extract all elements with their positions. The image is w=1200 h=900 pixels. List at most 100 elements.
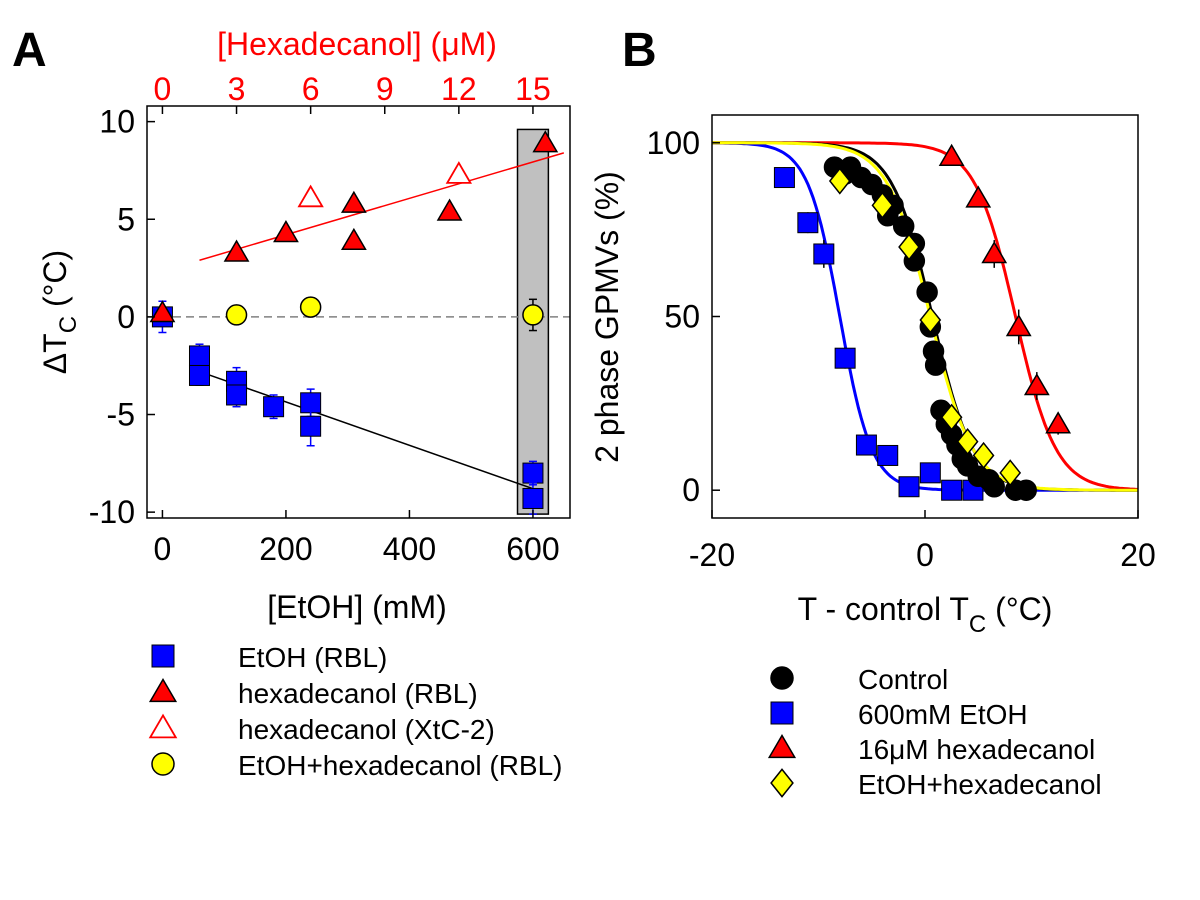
- data-point-s0-8: [892, 215, 915, 237]
- data-point-s0-1: [188, 345, 210, 367]
- data-point-s0-23: [983, 475, 1005, 498]
- data-point-s3-0: [225, 304, 248, 326]
- data-point-s3-1: [871, 191, 894, 219]
- fit-line-1: [199, 152, 565, 261]
- legend-label-b-1: 600mM EtOH: [858, 699, 1028, 730]
- data-point-s0-4: [226, 384, 248, 406]
- legend-label-a-0: EtOH (RBL): [238, 642, 387, 673]
- plot-frame: [146, 105, 571, 519]
- data-point-s1-4: [340, 227, 367, 251]
- y-tick-label: 0: [682, 472, 700, 508]
- data-point-s3-4: [940, 403, 963, 431]
- data-point-s0-2: [188, 364, 210, 386]
- data-point-s1-3: [340, 190, 367, 213]
- data-point-s3-6: [972, 441, 995, 470]
- top-axis-title: [Hexadecanol] (μM): [217, 26, 497, 62]
- legend-label-a-2: hexadecanol (XtC-2): [238, 714, 495, 745]
- data-point-s3-3: [919, 306, 942, 334]
- data-point-s1-7: [919, 462, 941, 484]
- data-point-s1-1: [223, 239, 250, 262]
- x-axis-title: T - control TC (°C): [798, 591, 1053, 638]
- data-point-s0-8: [522, 462, 544, 484]
- y-tick-label: 100: [647, 125, 700, 161]
- data-point-s2-0: [297, 184, 324, 208]
- legend-label-b-0: Control: [858, 664, 948, 695]
- data-point-s2-3: [1005, 314, 1032, 337]
- y-axis-title: 2 phase GPMVs (%): [589, 171, 625, 463]
- x-axis-title-main: T - control T: [798, 591, 969, 627]
- fit-line-0: [199, 370, 534, 490]
- data-point-s2-1: [445, 161, 473, 184]
- x-tick-label: 20: [1120, 537, 1156, 573]
- chart-a: 0 200 400 600 10 5 0 -5 -10 0 3 6 9 12 15 [Hexadecanol]…: [37, 26, 571, 781]
- y-tick-label: -10: [89, 494, 135, 530]
- data-point-s3-2: [898, 233, 920, 261]
- data-point-s1-3: [834, 347, 856, 369]
- panel-b-label: B: [622, 24, 657, 77]
- data-point-s1-4: [855, 434, 877, 456]
- data-point-s1-8: [941, 479, 963, 501]
- y-axis-title-sub: C: [55, 316, 82, 333]
- data-point-s2-2: [981, 241, 1008, 264]
- data-point-s0-11: [916, 281, 938, 303]
- y-tick-label: 10: [99, 104, 135, 140]
- data-point-s1-5: [877, 444, 899, 466]
- x-tick-label: -20: [689, 537, 735, 573]
- chart-b: -20 0 20 0 50 100 T - control TC (°C) 2 phase G…: [589, 114, 1156, 800]
- data-point-s3-2: [522, 304, 544, 326]
- data-point-s1-2: [273, 220, 299, 243]
- x-tick-label: 200: [259, 531, 312, 567]
- data-point-s1-5: [436, 198, 463, 221]
- data-point-s2-0: [938, 143, 965, 166]
- data-point-s3-7: [999, 459, 1022, 487]
- top-tick-label: 9: [376, 71, 394, 107]
- x-tick-label: 600: [506, 531, 559, 567]
- data-point-s3-5: [956, 427, 979, 456]
- y-tick-label: 5: [117, 201, 135, 237]
- data-point-s0-14: [924, 354, 947, 376]
- y-tick-label: 50: [664, 299, 700, 335]
- y-axis-title-unit: (°C): [37, 250, 73, 316]
- x-tick-label: 400: [383, 531, 436, 567]
- data-point-s0-7: [300, 415, 322, 437]
- legend-marker-b-0: [770, 666, 794, 690]
- data-point-s2-5: [1045, 411, 1072, 434]
- top-tick-label: 0: [154, 71, 172, 107]
- panel-a-label: A: [12, 24, 47, 77]
- top-tick-label: 6: [302, 71, 320, 107]
- x-axis-title-unit: (°C): [986, 591, 1052, 627]
- data-point-s1-2: [813, 243, 835, 265]
- data-point-s0-25: [1015, 479, 1037, 501]
- y-axis-title: ΔTC (°C): [37, 250, 82, 374]
- legend-label-b-2: 16μM hexadecanol: [858, 734, 1095, 765]
- data-point-s1-6: [898, 476, 920, 498]
- legend-marker-a-3: [151, 752, 175, 776]
- legend-marker-b-3: [770, 768, 794, 798]
- data-point-s1-0: [149, 300, 176, 323]
- y-tick-label: -5: [107, 397, 135, 433]
- x-axis-title: [EtOH] (mM): [267, 589, 447, 625]
- data-point-s1-1: [797, 212, 819, 234]
- top-tick-label: 12: [441, 71, 477, 107]
- legend-label-b-3: EtOH+hexadecanol: [858, 769, 1102, 800]
- data-point-s3-1: [299, 296, 322, 318]
- legend-marker-a-1: [148, 677, 178, 703]
- legend-marker-b-1: [770, 701, 794, 725]
- y-axis-title-main: ΔT: [37, 333, 73, 374]
- legend-label-a-3: EtOH+hexadecanol (RBL): [238, 750, 563, 781]
- top-tick-label: 15: [515, 71, 551, 107]
- data-point-s0-9: [522, 487, 544, 509]
- legend-marker-b-2: [767, 733, 797, 759]
- data-point-s1-6: [532, 130, 559, 153]
- data-point-s3-0: [828, 167, 851, 195]
- x-tick-label: 0: [154, 531, 172, 567]
- data-point-s2-4: [1023, 373, 1050, 396]
- x-axis-title-sub: C: [969, 611, 986, 638]
- data-point-s2-1: [965, 185, 992, 208]
- data-point-s1-0: [773, 167, 795, 189]
- x-tick-label: 0: [916, 537, 934, 573]
- legend-marker-a-0: [151, 644, 175, 668]
- legend-marker-a-2: [148, 713, 178, 739]
- top-tick-label: 3: [228, 71, 246, 107]
